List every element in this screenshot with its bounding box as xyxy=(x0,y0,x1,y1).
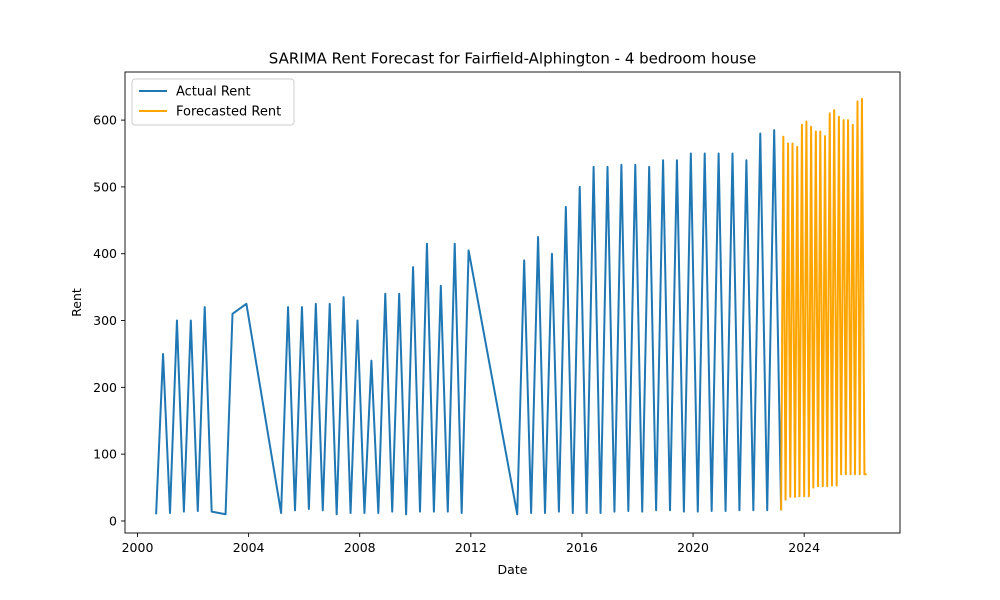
x-axis-title: Date xyxy=(498,562,528,577)
y-tick-label: 100 xyxy=(93,447,117,462)
legend: Actual Rent Forecasted Rent xyxy=(131,78,295,126)
plot-frame xyxy=(124,71,901,534)
x-tick-label: 2016 xyxy=(566,540,598,555)
x-tick-label: 2024 xyxy=(788,540,820,555)
actual-rent-series-line xyxy=(155,129,783,516)
y-axis: 0 100 200 300 400 500 600 xyxy=(93,113,125,528)
forecasted-rent-series-line xyxy=(780,97,867,511)
x-tick-label: 2012 xyxy=(455,540,487,555)
legend-label-actual: Actual Rent xyxy=(176,85,251,100)
plot-area xyxy=(155,97,867,516)
y-tick-label: 600 xyxy=(93,113,117,128)
x-tick-label: 2000 xyxy=(122,540,154,555)
y-tick-label: 400 xyxy=(93,246,117,261)
y-tick-label: 0 xyxy=(109,513,117,528)
y-axis-title: Rent xyxy=(69,288,84,317)
chart-title: SARIMA Rent Forecast for Fairfield-Alphi… xyxy=(269,50,756,68)
x-tick-label: 2008 xyxy=(344,540,376,555)
y-tick-label: 300 xyxy=(93,313,117,328)
y-tick-label: 500 xyxy=(93,179,117,194)
y-tick-label: 200 xyxy=(93,380,117,395)
x-tick-label: 2004 xyxy=(233,540,265,555)
legend-box xyxy=(131,78,295,126)
legend-label-forecast: Forecasted Rent xyxy=(176,105,281,120)
x-axis: 2000 2004 2008 2012 2016 2020 2024 xyxy=(122,533,820,555)
x-tick-label: 2020 xyxy=(677,540,709,555)
